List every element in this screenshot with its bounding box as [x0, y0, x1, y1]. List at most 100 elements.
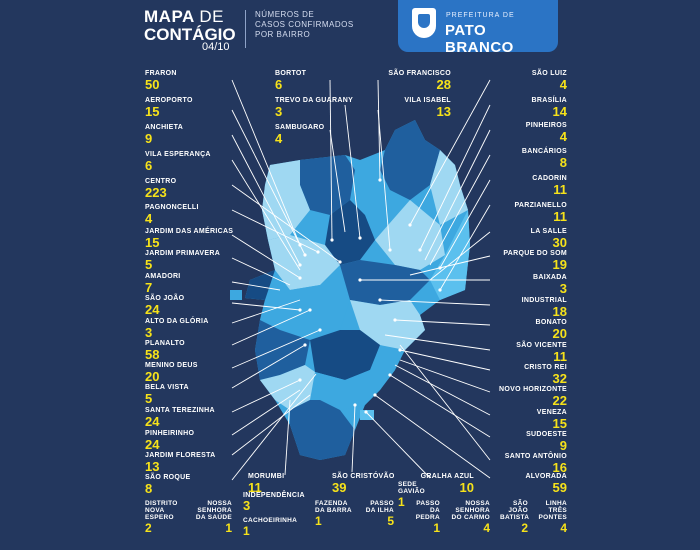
leader-dot	[418, 248, 422, 252]
city-crest-icon	[412, 8, 436, 38]
case-count: 1	[433, 521, 440, 535]
label-sede-gaviao: SEDE GAVIÃO 1	[398, 481, 432, 508]
label-sao-vicente: SÃO VICENTE 11	[516, 342, 567, 363]
case-count: 13	[145, 459, 160, 474]
label-parzianello: PARZIANELLO 11	[514, 202, 567, 223]
leader-line	[231, 281, 281, 291]
case-count: 15	[552, 416, 567, 431]
case-count: 4	[275, 131, 283, 146]
neighborhood-name: BAIXADA	[533, 274, 567, 281]
label-pinheirinho: PINHEIRINHO 24	[145, 430, 194, 451]
prefeitura-logo: PREFEITURA DE PATO BRANCO	[398, 0, 558, 56]
label-alto-da-gloria: ALTO DA GLÓRIA 3	[145, 318, 209, 339]
leader-line	[231, 79, 301, 246]
label-vila-esperanca: VILA ESPERANÇA 6	[145, 151, 211, 172]
label-sao-joao-batista: SÃO JOÃO BATISTA 2	[500, 500, 529, 534]
case-count: 24	[145, 414, 160, 429]
neighborhood-name: BANCÁRIOS	[521, 148, 567, 155]
leader-line	[394, 364, 491, 416]
label-cristo-rei: CRISTO REI 32	[524, 364, 567, 385]
label-santa-terezinha: SANTA TEREZINHA 24	[145, 407, 215, 428]
case-count: 5	[145, 391, 153, 406]
label-pagnoncelli: PAGNONCELLI 4	[145, 204, 199, 225]
case-count: 5	[145, 257, 153, 272]
neighborhood-name: PARZIANELLO	[514, 202, 567, 209]
case-count: 13	[436, 104, 451, 119]
leader-line	[374, 394, 491, 479]
neighborhood-name: PAGNONCELLI	[145, 204, 199, 211]
neighborhood-name: SÃO JOÃO	[145, 295, 185, 302]
neighborhood-name: VILA ESPERANÇA	[145, 151, 211, 158]
neighborhood-name: INDUSTRIAL	[521, 297, 567, 304]
label-novo-horizonte: NOVO HORIZONTE 22	[499, 386, 567, 407]
neighborhood-name: SÃO ROQUE	[145, 474, 191, 481]
label-fazenda-da-barra: FAZENDA DA BARRA 1	[315, 500, 355, 527]
neighborhood-name: FAZENDA DA BARRA	[315, 500, 352, 514]
neighborhood-name: ANCHIETA	[145, 124, 184, 131]
label-jardim-das-americas: JARDIM DAS AMÉRICAS 15	[145, 228, 233, 249]
neighborhood-name: SAMBUGARO	[275, 124, 325, 131]
neighborhood-name: SANTA TEREZINHA	[145, 407, 215, 414]
leader-dot	[308, 308, 312, 312]
leader-line	[439, 179, 491, 269]
map-region	[255, 320, 310, 380]
case-count: 2	[145, 521, 152, 535]
leader-line	[394, 319, 491, 326]
label-anchieta: ANCHIETA 9	[145, 124, 183, 145]
neighborhood-name: AEROPORTO	[145, 97, 193, 104]
map-region	[360, 410, 374, 420]
neighborhood-name: DISTRITO NOVA ESPERO	[145, 500, 178, 521]
neighborhood-name: TREVO DA GUARANY	[275, 97, 354, 104]
leader-line	[384, 334, 491, 351]
label-brasilia: BRASÍLIA 14	[532, 97, 567, 118]
label-bonato: BONATO 20	[536, 319, 568, 340]
leader-line	[231, 389, 301, 436]
label-industrial: INDUSTRIAL 18	[522, 297, 567, 318]
case-count: 20	[552, 326, 567, 341]
case-count: 7	[145, 280, 153, 295]
leader-line	[231, 257, 291, 286]
case-count: 1	[225, 521, 232, 535]
leader-dot	[388, 373, 392, 377]
neighborhood-name: NOSSA SENHORA DA SAÚDE	[195, 500, 232, 521]
label-pinheiros: PINHEIROS 4	[526, 122, 567, 143]
header-divider	[245, 10, 246, 48]
neighborhood-name: MENINO DEUS	[145, 362, 198, 369]
label-cadorin: CADORIN 11	[532, 175, 567, 196]
label-amadori: AMADORI 7	[145, 273, 181, 294]
map-title: MAPA DE CONTÁGIO 04/10	[144, 8, 236, 53]
neighborhood-name: VENEZA	[536, 409, 567, 416]
case-count: 4	[483, 521, 490, 535]
map-region	[340, 260, 430, 305]
subtitle-line: NÚMEROS DE	[255, 10, 315, 19]
neighborhood-name: BORTOT	[275, 70, 307, 77]
leader-dot	[298, 308, 302, 312]
case-count: 4	[145, 211, 153, 226]
label-baixada: BAIXADA 3	[533, 274, 567, 295]
leader-dot	[330, 238, 334, 242]
leader-dot	[373, 393, 377, 397]
label-aeroporto: AEROPORTO 15	[145, 97, 193, 118]
label-distrito-nova-espero: DISTRITO NOVA ESPERO 2	[145, 500, 187, 534]
leader-dots	[298, 178, 442, 414]
label-morumbi: MORUMBI 11	[248, 473, 284, 494]
map-region	[300, 155, 355, 215]
map-region	[290, 400, 355, 460]
case-count: 14	[552, 104, 567, 119]
leader-dot	[303, 343, 307, 347]
neighborhood-name: PLANALTO	[145, 340, 185, 347]
case-count: 8	[145, 481, 153, 496]
label-parque-do-som: PARQUE DO SOM 19	[503, 250, 567, 271]
leader-line	[429, 231, 491, 281]
label-sambugaro: SAMBUGARO 4	[275, 124, 324, 145]
case-count: 22	[552, 393, 567, 408]
neighborhood-name: BONATO	[535, 319, 567, 326]
label-nossa-senhora-do-carmo: NOSSA SENHORA DO CARMO 4	[444, 500, 490, 534]
leader-dot	[298, 378, 302, 382]
case-count: 3	[559, 281, 567, 296]
neighborhood-name: SÃO FRANCISCO	[388, 70, 451, 77]
case-count: 6	[275, 77, 283, 92]
leader-line	[231, 299, 301, 324]
neighborhood-name: JARDIM DAS AMÉRICAS	[145, 228, 234, 235]
neighborhood-name: CACHOEIRINHA	[243, 517, 298, 524]
